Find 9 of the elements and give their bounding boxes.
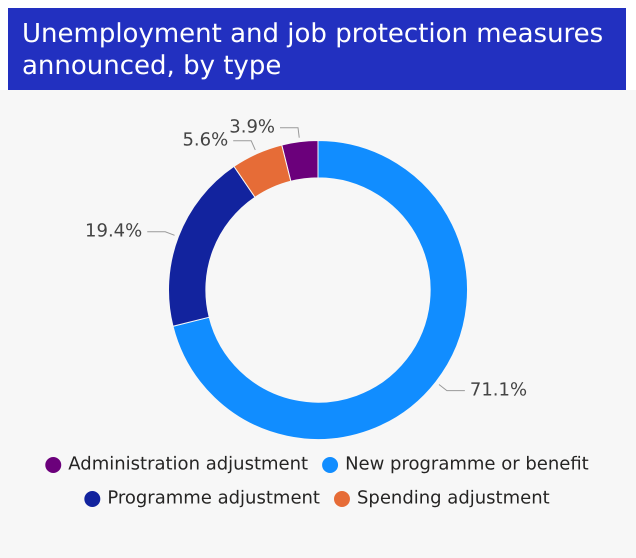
- data-label: 71.1%: [470, 379, 528, 400]
- legend-label: Administration adjustment: [68, 454, 308, 475]
- data-label: 19.4%: [85, 220, 142, 242]
- data-label: 3.9%: [229, 116, 276, 138]
- chart-title: Unemployment and job protection measures announced, by type: [8, 8, 626, 90]
- legend-label: Programme adjustment: [107, 488, 320, 509]
- legend-label: Spending adjustment: [356, 488, 550, 509]
- legend-label: New programme or benefit: [345, 454, 589, 475]
- data-label: 5.6%: [182, 129, 228, 150]
